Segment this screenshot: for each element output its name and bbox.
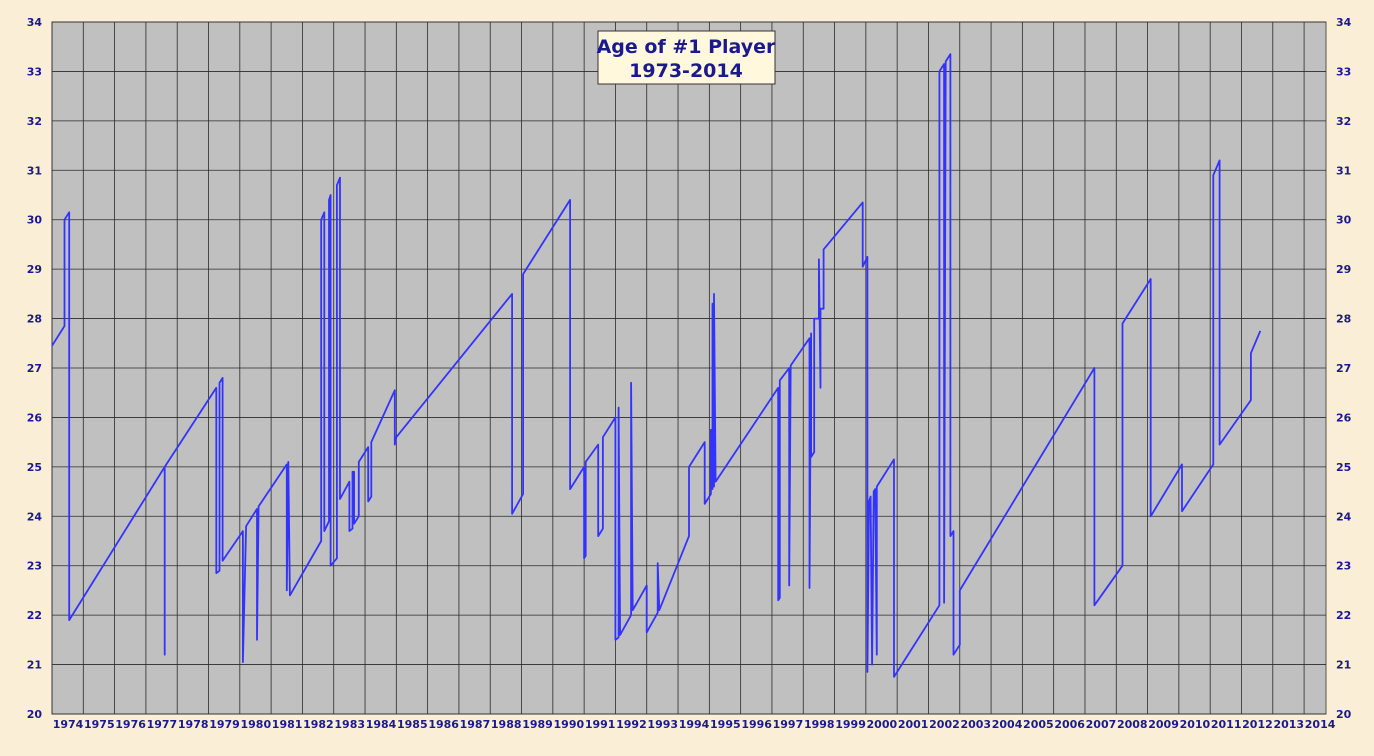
y-tick-label-left: 32 [27,115,42,128]
x-tick-label: 2007 [1086,718,1117,731]
x-tick-label: 1996 [741,718,772,731]
y-tick-label-right: 22 [1336,609,1351,622]
y-tick-label-right: 33 [1336,65,1351,78]
y-tick-label-right: 25 [1336,461,1351,474]
y-tick-label-right: 27 [1336,362,1351,375]
horizontal-gridlines [52,21,1326,715]
y-axis-left-ticks: 20 21 22 23 24 25 26 27 28 29 30 31 32 33 34 [27,16,43,721]
x-tick-label: 1990 [554,718,585,731]
y-tick-label-left: 25 [27,461,42,474]
y-tick-label-right: 21 [1336,659,1351,672]
x-axis-ticks: 1974 1975 1976 1977 1978 1979 1980 1981 1982 1983… [53,718,1336,731]
y-tick-label-left: 28 [27,313,42,326]
x-tick-label: 1981 [272,718,303,731]
y-tick-label-right: 26 [1336,411,1352,424]
x-tick-label: 1982 [303,718,334,731]
x-tick-label: 1980 [241,718,272,731]
y-tick-label-right: 30 [1336,214,1352,227]
y-tick-label-right: 20 [1336,708,1352,721]
x-tick-label: 1974 [53,718,84,731]
y-tick-label-left: 27 [27,362,42,375]
y-tick-label-left: 29 [27,263,42,276]
chart-title-box: Age of #1 Player 1973-2014 [597,30,776,85]
x-tick-label: 1988 [491,718,522,731]
y-tick-label-left: 23 [27,560,42,573]
x-tick-label: 1999 [835,718,866,731]
y-tick-label-right: 23 [1336,560,1351,573]
y-tick-label-left: 20 [27,708,43,721]
y-tick-label-left: 26 [27,411,43,424]
x-tick-label: 2002 [929,718,960,731]
y-tick-label-left: 22 [27,609,42,622]
x-tick-label: 2003 [960,718,991,731]
y-axis-right-ticks: 20 21 22 23 24 25 26 27 28 29 30 31 32 33 34 [1336,16,1352,721]
x-tick-label: 1994 [679,718,710,731]
y-tick-label-right: 24 [1336,510,1352,523]
x-tick-label: 1984 [366,718,397,731]
y-tick-label-left: 33 [27,65,42,78]
series-line-age [51,53,1262,678]
x-tick-label: 2001 [898,718,929,731]
x-tick-label: 1989 [522,718,553,731]
x-tick-label: 2014 [1305,718,1336,731]
y-tick-label-left: 34 [27,16,43,29]
y-tick-label-right: 34 [1336,16,1352,29]
y-tick-label-right: 32 [1336,115,1351,128]
x-tick-label: 1975 [84,718,115,731]
x-tick-label: 2013 [1273,718,1304,731]
chart-title: Age of #1 Player [597,36,776,58]
x-tick-label: 2008 [1117,718,1148,731]
x-tick-label: 2000 [867,718,898,731]
y-tick-label-left: 31 [27,164,42,177]
x-tick-label: 2004 [992,718,1023,731]
x-tick-label: 2009 [1148,718,1179,731]
x-tick-label: 1997 [773,718,804,731]
y-tick-label-left: 24 [27,510,43,523]
x-tick-label: 1985 [397,718,428,731]
chart-subtitle: 1973-2014 [629,60,743,82]
x-tick-label: 1976 [115,718,146,731]
y-tick-label-left: 21 [27,659,42,672]
x-tick-label: 1978 [178,718,209,731]
x-tick-label: 2010 [1180,718,1211,731]
x-tick-label: 2006 [1054,718,1085,731]
x-tick-label: 1991 [585,718,616,731]
x-tick-label: 1987 [460,718,491,731]
y-tick-label-right: 31 [1336,164,1351,177]
x-tick-label: 1993 [647,718,678,731]
x-tick-label: 1992 [616,718,647,731]
x-tick-label: 2005 [1023,718,1054,731]
x-tick-label: 1979 [209,718,240,731]
x-tick-label: 2012 [1242,718,1273,731]
y-tick-label-right: 29 [1336,263,1351,276]
x-tick-label: 2011 [1211,718,1242,731]
x-tick-label: 1986 [428,718,459,731]
y-tick-label-left: 30 [27,214,43,227]
x-tick-label: 1995 [710,718,741,731]
x-tick-label: 1998 [804,718,835,731]
x-tick-label: 1977 [147,718,178,731]
x-tick-label: 1983 [334,718,365,731]
y-tick-label-right: 28 [1336,313,1351,326]
